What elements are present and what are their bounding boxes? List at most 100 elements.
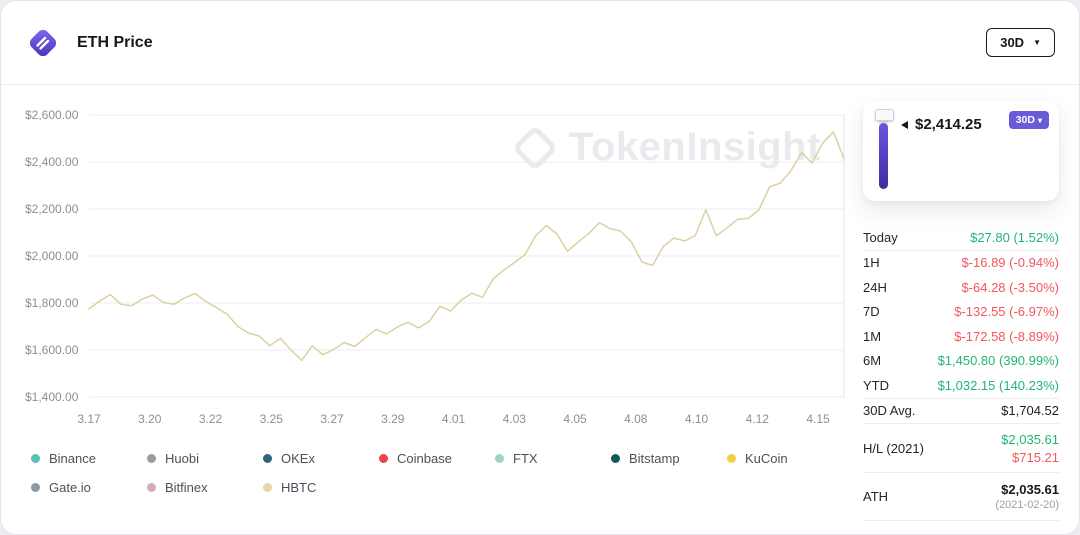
legend-dot-icon bbox=[495, 454, 504, 463]
legend-item-kucoin[interactable]: KuCoin bbox=[727, 451, 843, 466]
y-axis-label: $2,200.00 bbox=[25, 202, 79, 216]
gauge-track bbox=[875, 109, 894, 189]
x-axis-label: 3.25 bbox=[260, 412, 284, 426]
stat-value: $-172.58 (-8.89%) bbox=[954, 328, 1059, 344]
chevron-down-icon: ▼ bbox=[1033, 37, 1041, 47]
price-marker-icon bbox=[901, 120, 908, 129]
stat-row-7d: 7D $-132.55 (-6.97%) bbox=[863, 300, 1059, 325]
legend-item-bitstamp[interactable]: Bitstamp bbox=[611, 451, 727, 466]
x-axis-label: 4.10 bbox=[685, 412, 709, 426]
legend-item-coinbase[interactable]: Coinbase bbox=[379, 451, 495, 466]
stat-label: Today bbox=[863, 229, 898, 245]
low-value: $715.21 bbox=[1012, 449, 1059, 465]
high-low-values: $2,035.61 $715.21 bbox=[1001, 432, 1059, 465]
legend-dot-icon bbox=[31, 483, 40, 492]
stat-value: $27.80 (1.52%) bbox=[970, 229, 1059, 245]
chart-legend: Binance Huobi OKEx Coinbase FTX Bitstamp KuCoi… bbox=[31, 451, 843, 495]
stat-row-1h: 1H $-16.89 (-0.94%) bbox=[863, 251, 1059, 276]
gauge-fill bbox=[879, 123, 888, 189]
ath-values: $2,035.61 (2021-02-20) bbox=[995, 482, 1059, 511]
legend-dot-icon bbox=[147, 454, 156, 463]
legend-dot-icon bbox=[263, 454, 272, 463]
legend-label: KuCoin bbox=[745, 451, 788, 466]
watermark-logo-icon bbox=[515, 127, 555, 168]
stat-label: 24H bbox=[863, 279, 887, 295]
legend-label: Huobi bbox=[165, 451, 199, 466]
stat-value: $1,450.80 (390.99%) bbox=[937, 353, 1059, 369]
stats-list: Today $27.80 (1.52%) 1H $-16.89 (-0.94%) 24H… bbox=[863, 225, 1059, 521]
stat-label: 30D Avg. bbox=[863, 403, 916, 419]
stat-label: ATH bbox=[863, 489, 889, 504]
legend-label: FTX bbox=[513, 451, 538, 466]
legend-dot-icon bbox=[727, 454, 736, 463]
legend-item-binance[interactable]: Binance bbox=[31, 451, 147, 466]
legend-label: Coinbase bbox=[397, 451, 452, 466]
legend-label: Binance bbox=[49, 451, 96, 466]
stat-value: $-132.55 (-6.97%) bbox=[954, 304, 1059, 320]
chart-area: TokenInsight $1,400.00 $1,600.00 $1,800.00… bbox=[21, 101, 866, 441]
y-axis-label: $2,000.00 bbox=[25, 249, 79, 263]
stat-row-1m: 1M $-172.58 (-8.89%) bbox=[863, 324, 1059, 349]
legend-item-gate-io[interactable]: Gate.io bbox=[31, 480, 147, 495]
ath-value: $2,035.61 bbox=[1001, 482, 1059, 497]
x-axis-label: 3.29 bbox=[381, 412, 405, 426]
stat-row-high-low: H/L (2021) $2,035.61 $715.21 bbox=[863, 424, 1059, 473]
stat-label: 7D bbox=[863, 304, 880, 320]
legend-item-hbtc[interactable]: HBTC bbox=[263, 480, 379, 495]
price-line bbox=[88, 131, 845, 362]
x-axis-label: 4.03 bbox=[503, 412, 527, 426]
legend-dot-icon bbox=[611, 454, 620, 463]
stat-label: H/L (2021) bbox=[863, 440, 924, 456]
x-axis-label: 4.05 bbox=[563, 412, 587, 426]
ath-date: (2021-02-20) bbox=[995, 499, 1059, 511]
legend-dot-icon bbox=[147, 483, 156, 492]
x-axis-label: 4.15 bbox=[806, 412, 830, 426]
x-axis-label: 3.27 bbox=[320, 412, 344, 426]
stat-row-24h: 24H $-64.28 (-3.50%) bbox=[863, 275, 1059, 300]
legend-label: Bitfinex bbox=[165, 480, 208, 495]
legend-label: HBTC bbox=[281, 480, 317, 495]
stat-label: YTD bbox=[863, 377, 889, 393]
legend-item-huobi[interactable]: Huobi bbox=[147, 451, 263, 466]
legend-label: Bitstamp bbox=[629, 451, 680, 466]
legend-item-bitfinex[interactable]: Bitfinex bbox=[147, 480, 263, 495]
x-axis-label: 4.08 bbox=[624, 412, 648, 426]
x-axis-label: 3.22 bbox=[199, 412, 223, 426]
gauge-period-badge[interactable]: 30D ▾ bbox=[1008, 111, 1049, 129]
range-dropdown-label: 30D bbox=[1000, 35, 1025, 50]
stat-value: $1,032.15 (140.23%) bbox=[937, 377, 1059, 393]
stat-row-today: Today $27.80 (1.52%) bbox=[863, 225, 1059, 251]
legend-item-ftx[interactable]: FTX bbox=[495, 451, 611, 466]
stat-label: 6M bbox=[863, 353, 882, 369]
legend-item-okex[interactable]: OKEx bbox=[263, 451, 379, 466]
tokeninsight-logo-icon bbox=[25, 25, 61, 61]
gauge-thumb[interactable] bbox=[875, 109, 894, 121]
x-axis-label: 3.20 bbox=[138, 412, 162, 426]
y-axis-label: $1,600.00 bbox=[25, 343, 79, 357]
stat-row-6m: 6M $1,450.80 (390.99%) bbox=[863, 349, 1059, 374]
range-dropdown-button[interactable]: 30D ▼ bbox=[986, 28, 1055, 57]
stat-value: $1,704.52 bbox=[1001, 403, 1059, 419]
stat-value: $-64.28 (-3.50%) bbox=[961, 279, 1059, 295]
legend-label: Gate.io bbox=[49, 480, 91, 495]
legend-dot-icon bbox=[31, 454, 40, 463]
stat-row-ath: ATH $2,035.61 (2021-02-20) bbox=[863, 473, 1059, 521]
legend-dot-icon bbox=[263, 483, 272, 492]
x-axis-label: 4.12 bbox=[746, 412, 770, 426]
y-axis-label: $2,400.00 bbox=[25, 155, 79, 169]
current-price: $2,414.25 bbox=[915, 116, 982, 133]
price-chart[interactable]: $1,400.00 $1,600.00 $1,800.00 $2,000.00 $2,2… bbox=[21, 101, 866, 436]
price-gauge-card: $2,414.25 30D ▾ bbox=[863, 101, 1059, 201]
high-value: $2,035.61 bbox=[1001, 431, 1059, 447]
stat-row-30d-avg-: 30D Avg. $1,704.52 bbox=[863, 399, 1059, 424]
stat-label: 1H bbox=[863, 255, 880, 271]
stat-value: $-16.89 (-0.94%) bbox=[961, 255, 1059, 271]
legend-dot-icon bbox=[379, 454, 388, 463]
x-axis-label: 4.01 bbox=[442, 412, 466, 426]
header: ETH Price 30D ▼ bbox=[1, 1, 1079, 85]
stats-panel: $2,414.25 30D ▾ Today $27.80 (1.52%) 1H $-1… bbox=[863, 101, 1059, 521]
chevron-down-icon: ▾ bbox=[1037, 115, 1042, 125]
x-axis-label: 3.17 bbox=[77, 412, 101, 426]
page-title: ETH Price bbox=[77, 33, 153, 51]
